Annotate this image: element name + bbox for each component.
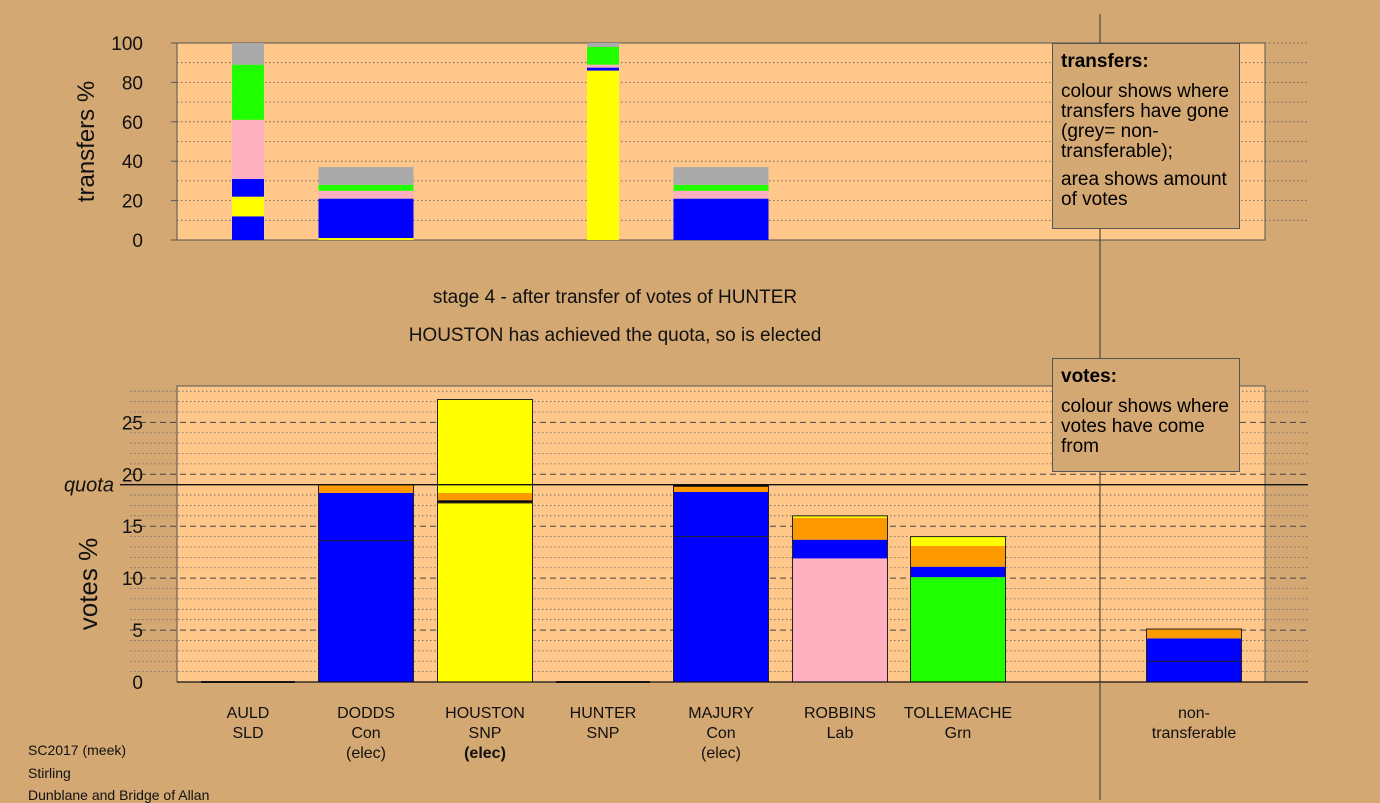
transfer-segment <box>587 70 619 240</box>
transfer-segment <box>232 178 264 197</box>
votes-tick-label: 5 <box>132 621 143 642</box>
transfer-segment <box>318 198 414 239</box>
candidate-party-label: Con <box>706 725 735 742</box>
transfer-segment <box>587 67 619 71</box>
ward-label: Dunblane and Bridge of Allan <box>28 787 210 803</box>
transfers-tick-label: 20 <box>122 192 143 213</box>
nontransferable-label-line2: transferable <box>1152 725 1237 742</box>
transfers-legend-title: transfers: <box>1061 51 1149 72</box>
transfer-segment <box>673 184 769 191</box>
candidate-name-label: ROBBINS <box>804 705 876 722</box>
candidate-name-label: DODDS <box>337 705 395 722</box>
nontransferable-label-line1: non- <box>1178 705 1210 722</box>
candidate-party-label: Lab <box>827 725 854 742</box>
candidate-status-label: (elec) <box>464 745 506 762</box>
candidate-name-label: HOUSTON <box>445 705 525 722</box>
vote-segment <box>437 500 533 504</box>
status-caption: HOUSTON has achieved the quota, so is el… <box>408 325 822 346</box>
transfer-segment <box>232 216 264 240</box>
transfers-axis-label: transfers % <box>73 81 100 202</box>
vote-segment <box>910 566 1006 578</box>
vote-segment <box>318 484 414 493</box>
transfer-segment <box>673 190 769 199</box>
candidate-name-label: AULD <box>227 705 270 722</box>
transfer-segment <box>232 196 264 217</box>
vote-segment <box>792 558 888 682</box>
vote-segment <box>437 503 533 682</box>
transfer-segment <box>673 198 769 240</box>
transfer-segment <box>587 43 619 47</box>
votes-tick-label: 10 <box>122 569 143 590</box>
election-label: SC2017 (meek) <box>28 742 127 758</box>
vote-segment <box>792 548 888 559</box>
candidate-name-label: TOLLEMACHE <box>904 705 1012 722</box>
candidate-party-label: SLD <box>232 725 263 742</box>
transfer-segment <box>232 119 264 179</box>
votes-tick-label: 20 <box>122 465 143 486</box>
council-label: Stirling <box>28 765 71 781</box>
quota-label: quota <box>64 475 114 497</box>
transfers-legend-area-text: area shows amount of votes <box>1061 169 1227 210</box>
votes-tick-label: 0 <box>132 673 143 694</box>
transfer-segment <box>318 184 414 191</box>
transfers-tick-label: 60 <box>122 113 143 134</box>
candidate-status-label: (elec) <box>346 745 386 762</box>
votes-legend: votes: colour shows where votes have com… <box>1052 358 1240 472</box>
vote-segment <box>1146 638 1242 682</box>
transfers-legend: transfers: colour shows where transfers … <box>1052 43 1240 229</box>
vote-segment <box>910 545 1006 567</box>
transfer-segment <box>318 167 414 185</box>
transfer-segment <box>318 190 414 199</box>
votes-axis-label: votes % <box>73 538 103 631</box>
vote-segment <box>910 577 1006 682</box>
transfer-segment <box>587 46 619 65</box>
vote-segment <box>673 486 769 492</box>
transfers-tick-label: 100 <box>111 34 143 55</box>
vote-segment <box>437 492 533 501</box>
transfers-legend-colour-text: colour shows where transfers have gone (… <box>1061 81 1229 162</box>
transfer-segment <box>232 64 264 120</box>
candidate-name-label: HUNTER <box>570 705 637 722</box>
vote-segment <box>1146 629 1242 639</box>
candidate-party-label: Con <box>351 725 380 742</box>
votes-legend-colour-text: colour shows where votes have come from <box>1061 396 1229 457</box>
transfers-tick-label: 0 <box>132 231 143 252</box>
vote-segment <box>437 399 533 493</box>
transfers-tick-label: 40 <box>122 152 143 173</box>
vote-segment <box>910 536 1006 546</box>
stage-caption: stage 4 - after transfer of votes of HUN… <box>432 287 798 308</box>
transfers-tick-label: 80 <box>122 73 143 94</box>
transfer-segment <box>587 64 619 68</box>
transfer-segment <box>673 167 769 185</box>
vote-segment <box>792 515 888 518</box>
votes-tick-label: 25 <box>122 413 143 434</box>
vote-segment <box>792 517 888 540</box>
vote-segment <box>673 491 769 682</box>
vote-segment <box>792 539 888 549</box>
transfer-segment <box>318 238 414 240</box>
votes-legend-title: votes: <box>1061 366 1117 387</box>
transfer-segment <box>232 43 264 65</box>
candidate-party-label: Grn <box>945 725 972 742</box>
vote-segment <box>318 492 414 682</box>
candidate-status-label: (elec) <box>701 745 741 762</box>
votes-tick-label: 15 <box>122 517 143 538</box>
candidate-party-label: SNP <box>587 725 620 742</box>
vote-segment <box>673 484 769 487</box>
candidate-party-label: SNP <box>469 725 502 742</box>
candidate-name-label: MAJURY <box>688 705 754 722</box>
